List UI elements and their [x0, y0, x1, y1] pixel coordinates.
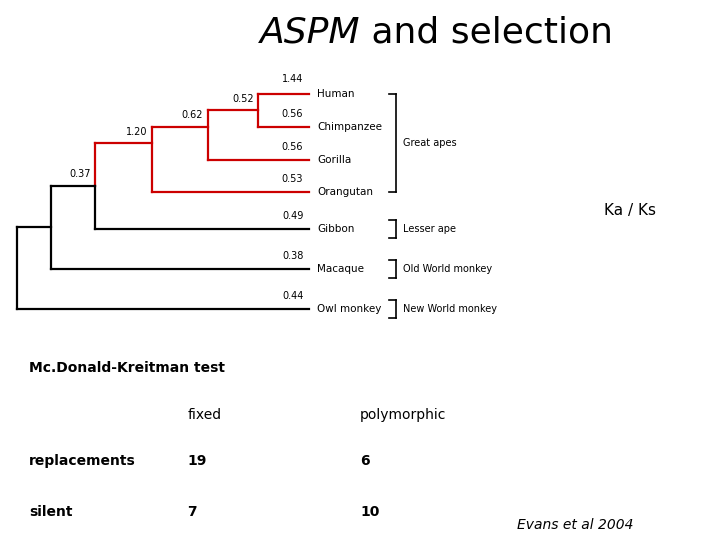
Text: Great apes: Great apes — [402, 138, 456, 148]
Text: Evans et al 2004: Evans et al 2004 — [517, 518, 634, 532]
Text: 7: 7 — [187, 505, 197, 519]
Text: Ka / Ks: Ka / Ks — [604, 203, 656, 218]
Text: Chimpanzee: Chimpanzee — [318, 122, 382, 132]
Text: Macaque: Macaque — [318, 264, 364, 274]
Text: Mc.Donald-Kreitman test: Mc.Donald-Kreitman test — [29, 361, 225, 375]
Text: 6: 6 — [360, 455, 369, 469]
Text: Human: Human — [318, 89, 355, 99]
Text: 0.56: 0.56 — [282, 141, 303, 152]
Text: Old World monkey: Old World monkey — [402, 264, 492, 274]
Text: Lesser ape: Lesser ape — [402, 224, 456, 234]
Text: New World monkey: New World monkey — [402, 304, 497, 314]
Text: 0.49: 0.49 — [282, 211, 303, 221]
Text: replacements: replacements — [29, 455, 135, 469]
Text: Gorilla: Gorilla — [318, 154, 351, 165]
Text: Orangutan: Orangutan — [318, 187, 373, 198]
Text: 1.20: 1.20 — [125, 126, 147, 137]
Text: 0.62: 0.62 — [181, 110, 203, 120]
Text: 10: 10 — [360, 505, 379, 519]
Text: 0.37: 0.37 — [69, 170, 91, 179]
Text: fixed: fixed — [187, 408, 221, 422]
Text: 1.44: 1.44 — [282, 74, 303, 84]
Text: 0.44: 0.44 — [282, 291, 303, 301]
Text: silent: silent — [29, 505, 72, 519]
Text: Gibbon: Gibbon — [318, 224, 355, 234]
Text: 0.56: 0.56 — [282, 109, 303, 119]
Text: polymorphic: polymorphic — [360, 408, 446, 422]
Text: Owl monkey: Owl monkey — [318, 304, 382, 314]
Text: ASPM: ASPM — [259, 16, 360, 49]
Text: and selection: and selection — [360, 16, 613, 49]
Text: 0.38: 0.38 — [282, 251, 303, 261]
Text: 0.53: 0.53 — [282, 174, 303, 184]
Text: 19: 19 — [187, 455, 207, 469]
Text: 0.52: 0.52 — [233, 94, 254, 104]
